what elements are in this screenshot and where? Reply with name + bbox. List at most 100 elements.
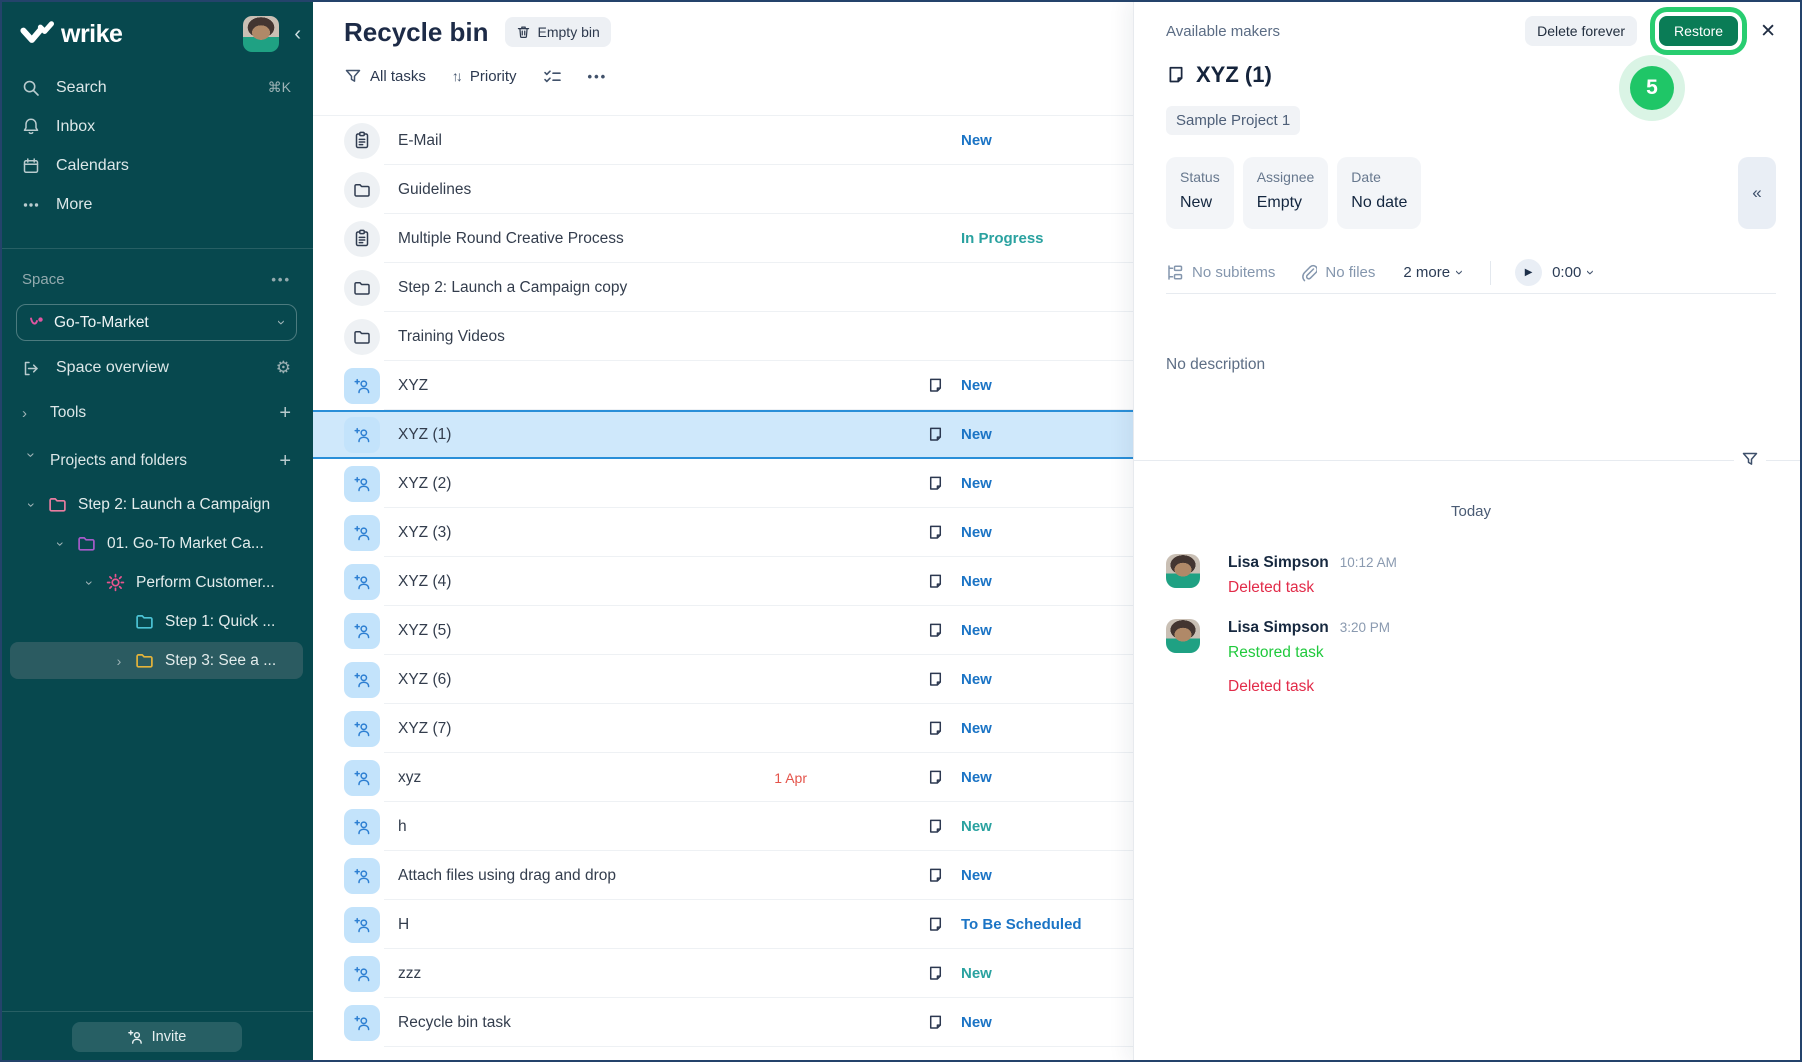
task-status[interactable]: New <box>961 475 992 492</box>
task-row[interactable]: XYZ New <box>313 361 1133 410</box>
task-row[interactable]: Guidelines <box>313 165 1133 214</box>
task-row[interactable]: xyz 1 Apr New <box>313 753 1133 802</box>
sidebar-tree-item[interactable]: › Step 3: See a ... <box>0 641 313 680</box>
chevron-down-icon[interactable]: › <box>22 452 40 457</box>
activity-timestamp: 3:20 PM <box>1339 620 1391 635</box>
sidebar-tree-item[interactable]: › Step 1: Quick ... <box>0 602 313 641</box>
task-status[interactable]: New <box>961 573 992 590</box>
task-status[interactable]: To Be Scheduled <box>961 916 1082 933</box>
task-row[interactable]: Attach files using drag and drop New <box>313 851 1133 900</box>
task-status[interactable]: In Progress <box>961 230 1044 247</box>
subitems-button[interactable]: No subitems <box>1166 264 1275 281</box>
description-placeholder[interactable]: No description <box>1166 356 1266 373</box>
task-row[interactable]: XYZ (2) New <box>313 459 1133 508</box>
sidebar-tree-item[interactable]: › Step 2: Launch a Campaign <box>0 485 313 524</box>
task-row[interactable]: XYZ (5) New <box>313 606 1133 655</box>
sidebar-tree-item[interactable]: › 01. Go-To Market Ca... <box>0 524 313 563</box>
project-chip[interactable]: Sample Project 1 <box>1166 106 1301 135</box>
timer-value[interactable]: 0:00 › <box>1552 264 1600 281</box>
task-status[interactable]: New <box>961 818 992 835</box>
sidebar-item[interactable]: More <box>0 185 313 224</box>
more-fields-button[interactable]: 2 more › <box>1403 264 1469 281</box>
tree-item-icon <box>135 613 155 630</box>
task-row[interactable]: E-Mail New <box>313 116 1133 165</box>
task-row[interactable]: Recycle bin task New <box>313 998 1133 1047</box>
toolbar-divider <box>1490 260 1492 285</box>
task-row[interactable]: Multiple Round Creative Process In Progr… <box>313 214 1133 263</box>
task-row[interactable]: XYZ (1) New <box>313 410 1133 459</box>
task-status[interactable]: New <box>961 965 992 982</box>
task-row[interactable]: XYZ (3) New <box>313 508 1133 557</box>
activity-author[interactable]: Lisa Simpson <box>1228 619 1329 636</box>
activity-author[interactable]: Lisa Simpson <box>1228 554 1329 571</box>
task-status[interactable]: New <box>961 524 992 541</box>
sidebar-item-space-overview[interactable]: Space overview ⚙ <box>0 347 313 389</box>
checklist-view-button[interactable] <box>543 68 562 85</box>
task-row[interactable]: H To Be Scheduled <box>313 900 1133 949</box>
task-row[interactable]: Training Videos <box>313 312 1133 361</box>
task-status[interactable]: New <box>961 769 992 786</box>
close-icon[interactable]: ✕ <box>1760 20 1776 42</box>
field-card[interactable]: Status New <box>1166 157 1234 229</box>
tree-chevron-icon[interactable]: › <box>24 502 40 507</box>
field-value: No date <box>1351 194 1408 211</box>
chevron-right-icon[interactable]: › <box>22 404 27 422</box>
task-status[interactable]: New <box>961 671 992 688</box>
sidebar-collapse-icon[interactable]: ‹ <box>294 22 301 45</box>
task-row[interactable]: XYZ (7) New <box>313 704 1133 753</box>
more-options-button[interactable]: ••• <box>588 69 608 84</box>
tree-item-icon <box>135 652 155 669</box>
gear-icon[interactable]: ⚙ <box>275 358 291 377</box>
play-timer-button[interactable]: ▶ <box>1515 259 1543 286</box>
restore-button[interactable]: Restore <box>1659 16 1739 46</box>
collapse-fields-button[interactable]: « <box>1738 157 1776 229</box>
task-status[interactable]: New <box>961 426 992 443</box>
task-status[interactable]: New <box>961 867 992 884</box>
task-status[interactable]: New <box>961 377 992 394</box>
add-project-icon[interactable]: + <box>279 449 291 472</box>
tree-chevron-icon[interactable]: › <box>82 580 98 585</box>
space-menu-icon[interactable]: ••• <box>271 272 291 287</box>
empty-bin-button[interactable]: Empty bin <box>504 17 611 47</box>
invite-button[interactable]: Invite <box>71 1022 242 1052</box>
task-row[interactable]: h New <box>313 802 1133 851</box>
task-row[interactable]: Step 2: Launch a Campaign copy <box>313 263 1133 312</box>
task-detail-panel: Available makers Delete forever Restore … <box>1133 0 1802 1062</box>
sidebar-item-projects-folders[interactable]: › Projects and folders + <box>0 437 313 485</box>
sidebar-item[interactable]: Search ⌘K <box>0 68 313 107</box>
task-status[interactable]: New <box>961 1014 992 1031</box>
sidebar-item-label: Calendars <box>56 156 129 174</box>
note-icon <box>927 720 953 737</box>
task-name: E-Mail <box>398 131 442 149</box>
task-status[interactable]: New <box>961 132 992 149</box>
delete-forever-button[interactable]: Delete forever <box>1525 16 1638 46</box>
tree-chevron-icon[interactable]: › <box>116 652 122 669</box>
field-card[interactable]: Assignee Empty <box>1242 157 1329 229</box>
task-row[interactable]: zzz New <box>313 949 1133 998</box>
field-value: Empty <box>1256 194 1303 211</box>
sidebar-item[interactable]: Calendars <box>0 146 313 185</box>
filter-all-tasks[interactable]: All tasks <box>344 68 426 85</box>
activity-filter-icon[interactable] <box>1734 451 1766 468</box>
sidebar-tree-item[interactable]: › Perform Customer... <box>0 563 313 602</box>
add-tool-icon[interactable]: + <box>279 401 291 424</box>
field-card[interactable]: Date No date <box>1337 157 1422 229</box>
sidebar-item[interactable]: Inbox <box>0 107 313 146</box>
files-button[interactable]: No files <box>1301 264 1375 282</box>
task-status[interactable]: New <box>961 720 992 737</box>
task-name: h <box>398 817 407 835</box>
task-status[interactable]: New <box>961 622 992 639</box>
field-label: Assignee <box>1256 169 1315 185</box>
avatar[interactable] <box>1166 619 1200 653</box>
field-value: New <box>1180 194 1213 211</box>
sidebar-item-tools[interactable]: › Tools + <box>0 389 313 437</box>
task-row[interactable]: XYZ (4) New <box>313 557 1133 606</box>
sort-priority[interactable]: ↑↓ Priority <box>451 67 517 85</box>
tree-chevron-icon[interactable]: › <box>53 541 69 546</box>
space-selector[interactable]: Go-To-Market › <box>16 304 297 341</box>
avatar[interactable] <box>1166 554 1200 588</box>
task-row[interactable]: XYZ (6) New <box>313 655 1133 704</box>
user-avatar[interactable] <box>243 16 280 52</box>
tree-item-icon <box>48 496 68 513</box>
task-name: XYZ (6) <box>398 670 452 688</box>
